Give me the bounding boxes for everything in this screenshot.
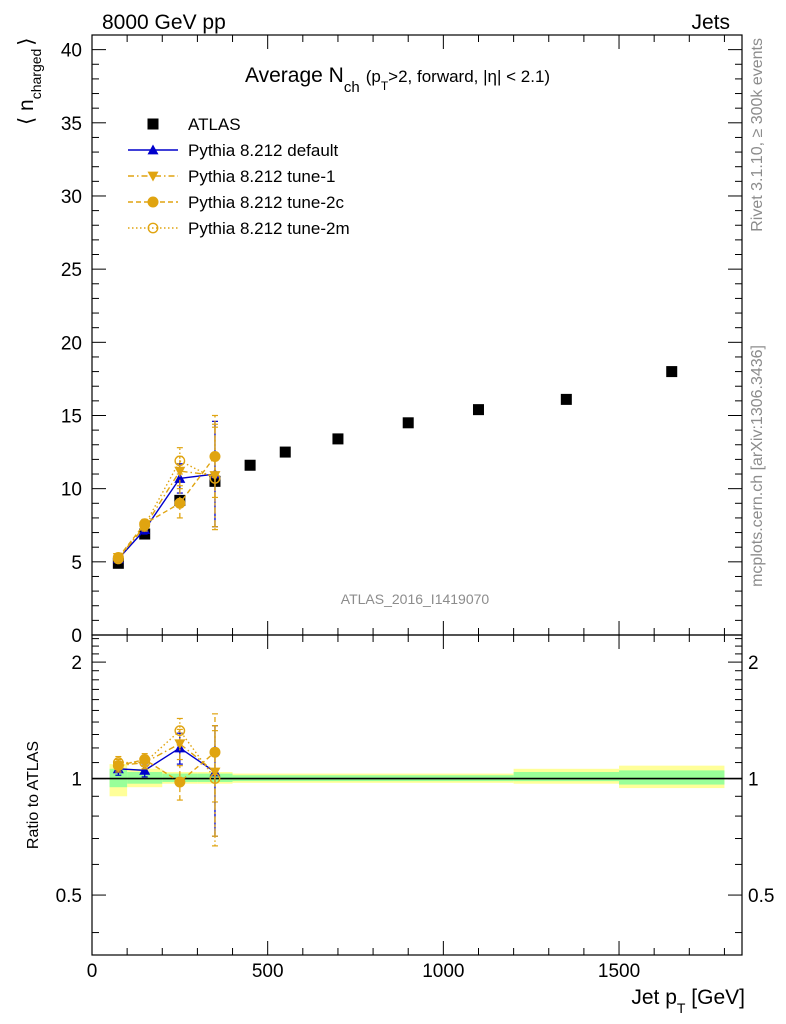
y-axis-label: ⟨ ncharged⟩ <box>15 37 44 125</box>
collision-label: 8000 GeV pp <box>102 11 226 34</box>
data-point <box>666 366 678 378</box>
band-inner-6 <box>619 770 725 785</box>
data-point <box>174 776 186 788</box>
legend-label: Pythia 8.212 tune-2m <box>188 219 350 238</box>
data-point <box>332 433 344 445</box>
legend-marker <box>147 118 159 130</box>
x-axis-label: Jet pT [GeV] <box>631 986 745 1016</box>
ratio-series <box>112 713 221 847</box>
axis-tick-labels: 0 500 1000 1500 0 5 10 15 20 25 30 35 40 0.5 0.5 1 1 2 2 <box>56 41 775 982</box>
y-tick-label: 10 <box>61 480 82 501</box>
ratio-y-tick-label: 1 <box>71 770 82 791</box>
data-point <box>139 519 151 531</box>
data-point <box>244 459 256 471</box>
series-line <box>117 470 216 558</box>
data-point <box>174 466 186 477</box>
y-tick-label: 25 <box>61 260 82 281</box>
series-line <box>118 751 216 783</box>
series-2 <box>112 713 221 803</box>
ratio-y-tick-label-right: 0.5 <box>748 886 774 907</box>
data-point <box>209 471 221 481</box>
y-tick-label: 35 <box>61 114 82 135</box>
ratio-panel-frame <box>91 634 743 956</box>
series-0 <box>112 366 678 569</box>
data-point <box>174 497 186 509</box>
series-line <box>117 459 216 560</box>
series-3 <box>112 717 221 847</box>
data-point <box>402 417 414 429</box>
series-line <box>118 747 216 773</box>
main-series <box>112 366 678 569</box>
legend-item: Pythia 8.212 tune-1 <box>128 167 335 186</box>
data-point <box>174 455 186 467</box>
series-2 <box>112 423 221 563</box>
legend-marker <box>147 171 159 182</box>
ratio-y-tick-label-right: 2 <box>748 653 759 674</box>
legend-label: Pythia 8.212 tune-2c <box>188 193 344 212</box>
ratio-y-tick-label: 2 <box>71 653 82 674</box>
ratio-bands <box>92 764 742 797</box>
data-point <box>112 757 124 768</box>
chart-title: Average Nch(pT>2, forward, |η| < 2.1) <box>245 64 550 96</box>
legend-marker <box>147 144 159 155</box>
ratio-y-axis-label: Ratio to ATLAS <box>25 741 42 849</box>
analysis-watermark: ATLAS_2016_I1419070 <box>341 591 490 607</box>
x-tick-label: 0 <box>87 961 98 982</box>
legend-label: Pythia 8.212 default <box>188 141 339 160</box>
series-3 <box>112 414 221 563</box>
data-point <box>174 725 186 737</box>
x-tick-label: 1000 <box>422 961 464 982</box>
data-point <box>209 746 221 758</box>
y-tick-label: 20 <box>61 333 82 354</box>
data-point <box>560 393 572 405</box>
y-tick-label: 0 <box>71 626 82 647</box>
data-point <box>209 773 221 784</box>
legend-item: Pythia 8.212 tune-2m <box>128 219 350 238</box>
series-4 <box>112 426 221 565</box>
band-inner-5 <box>513 771 620 782</box>
axis-ticks <box>91 34 742 955</box>
data-point <box>139 764 151 775</box>
x-tick-label: 500 <box>252 961 284 982</box>
mcplots-label: mcplots.cern.ch [arXiv:1306.3436] <box>749 345 766 587</box>
y-tick-label: 5 <box>71 553 82 574</box>
legend-item: Pythia 8.212 tune-2c <box>128 193 344 212</box>
data-point <box>279 446 291 458</box>
y-tick-label: 30 <box>61 187 82 208</box>
series-line <box>118 729 216 779</box>
data-point <box>139 757 151 768</box>
series-line <box>117 473 216 560</box>
ratio-y-tick-label-right: 1 <box>748 770 759 791</box>
data-point <box>209 473 221 484</box>
rivet-label: Rivet 3.1.10, ≥ 300k events <box>749 38 766 232</box>
data-point <box>174 472 186 483</box>
legend-marker <box>147 222 159 234</box>
data-point <box>112 553 124 565</box>
legend-label: ATLAS <box>188 115 241 134</box>
series-line <box>118 742 216 773</box>
legend-label: Pythia 8.212 tune-1 <box>188 167 335 186</box>
data-point <box>472 404 484 416</box>
legend: ATLAS Pythia 8.212 default Pythia 8.212 tu… <box>128 115 350 238</box>
process-label: Jets <box>691 11 730 34</box>
legend-item: ATLAS <box>147 115 241 134</box>
series-line <box>117 456 216 558</box>
x-tick-label: 1500 <box>598 961 640 982</box>
y-tick-label: 40 <box>61 41 82 62</box>
ratio-y-tick-label: 0.5 <box>56 886 82 907</box>
legend-item: Pythia 8.212 default <box>128 141 339 160</box>
legend-marker <box>147 196 159 208</box>
y-tick-label: 15 <box>61 406 82 427</box>
